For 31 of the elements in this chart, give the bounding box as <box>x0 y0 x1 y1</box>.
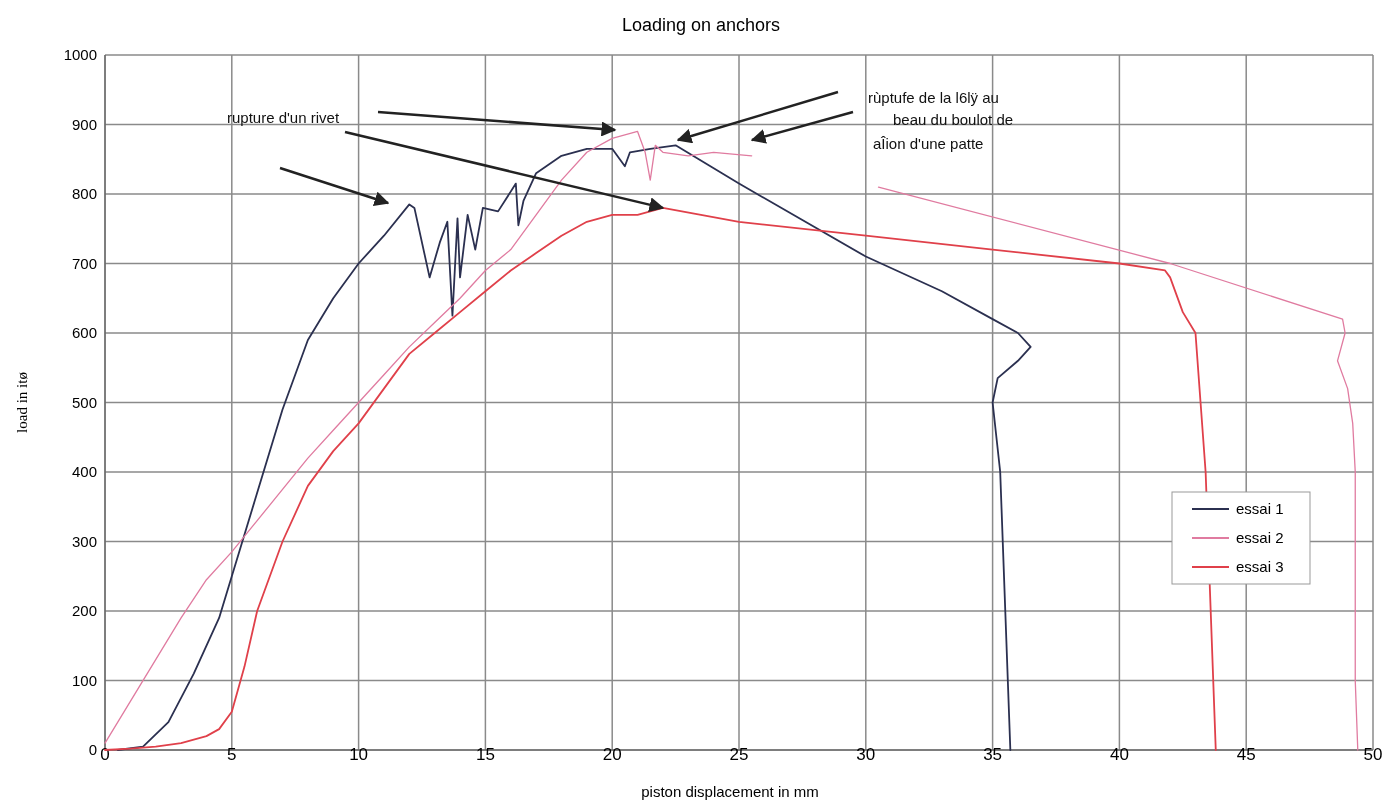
annotation: rupture d'un rivet <box>226 109 340 126</box>
y-tick-label: 400 <box>71 463 97 481</box>
annotation: beau du boulot de <box>893 111 1014 128</box>
chart-title: Loading on anchors <box>621 15 781 35</box>
y-tick-label: 300 <box>71 532 97 550</box>
annotation: aÎion d'une patte <box>873 135 984 152</box>
y-tick-label: 800 <box>71 185 97 203</box>
y-tick-label: 200 <box>71 602 97 620</box>
x-tick-label: 35 <box>983 744 1003 764</box>
legend-label: essai 1 <box>1236 500 1284 518</box>
x-tick-label: 15 <box>475 744 495 764</box>
y-tick-label: 600 <box>71 324 97 342</box>
y-tick-label: 700 <box>71 254 97 272</box>
y-axis-title: load in itø <box>14 372 30 433</box>
y-tick-label: 1000 <box>63 46 97 64</box>
x-axis-title: piston displacement in mm <box>641 783 819 800</box>
x-tick-label: 10 <box>349 744 369 764</box>
x-tick-label: 20 <box>602 744 622 764</box>
y-tick-label: 100 <box>71 671 97 689</box>
annotation: rùptufe de la l6lÿ au <box>868 89 999 106</box>
x-tick-label: 30 <box>856 744 876 764</box>
x-tick-label: 40 <box>1109 744 1129 764</box>
y-tick-label: 900 <box>71 115 97 133</box>
x-tick-label: 45 <box>1236 744 1256 764</box>
x-tick-label: 25 <box>729 744 749 764</box>
x-tick-label: 50 <box>1363 744 1383 764</box>
x-tick-label: 5 <box>227 744 237 764</box>
legend-label: essai 3 <box>1236 558 1284 576</box>
x-tick-label: 0 <box>100 744 110 764</box>
y-tick-label: 500 <box>71 393 97 411</box>
legend-label: essai 2 <box>1236 529 1284 547</box>
